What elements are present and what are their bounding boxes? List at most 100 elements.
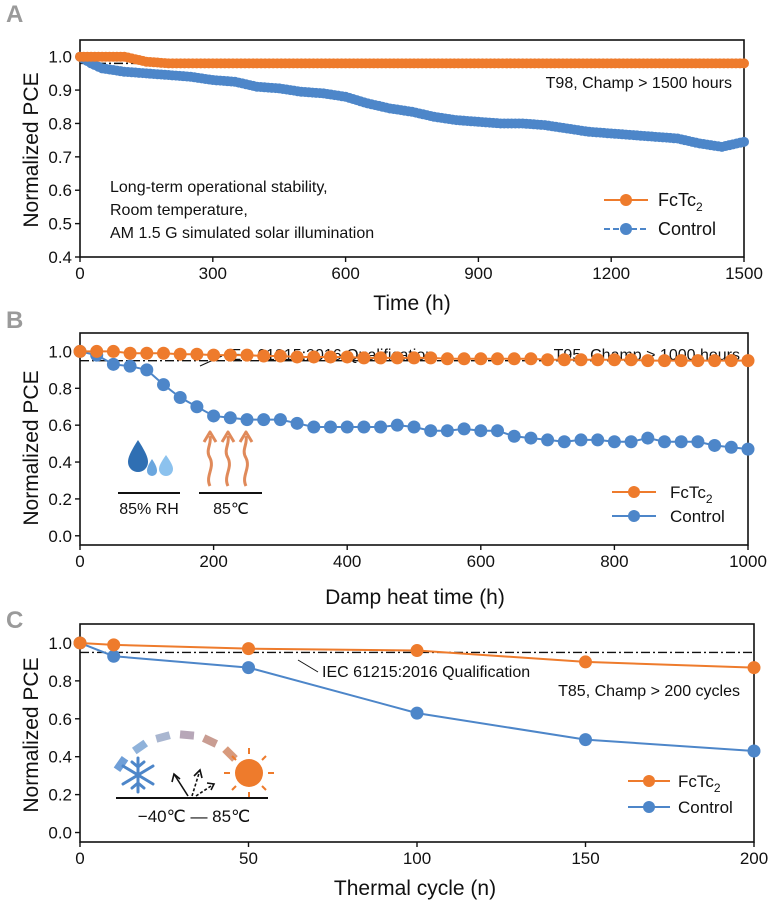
legend-label-control-a: Control (658, 219, 716, 239)
x-axis-label-b: Damp heat time (h) (325, 586, 505, 609)
series-marker-control-c (579, 733, 592, 747)
series-marker-control-b (257, 413, 271, 427)
series-marker-fctc2-c (747, 661, 761, 675)
series-marker-control-b (190, 400, 204, 414)
series-marker-control-b (324, 420, 337, 434)
series-marker-fctc2-b (557, 353, 571, 367)
series-marker-control-b (407, 420, 421, 434)
series-marker-control-b (123, 359, 137, 373)
x-tick-label-b: 1000 (729, 552, 767, 571)
series-marker-fctc2-b (524, 352, 538, 366)
series-marker-control-b (240, 413, 254, 427)
thermal-arc-icon (113, 730, 238, 773)
water-drops-icon (128, 440, 173, 476)
y-tick-label-c: 0.4 (48, 748, 72, 767)
y-tick-label-a: 0.4 (48, 248, 72, 267)
x-tick-label-c: 50 (239, 849, 258, 868)
legend-label-fctc2-a: FcTc2 (658, 190, 703, 214)
y-tick-label-a: 0.6 (48, 181, 72, 200)
y-tick-label-c: 0.8 (48, 672, 72, 691)
series-marker-fctc2-c (579, 655, 592, 669)
annotation-85c: 85℃ (213, 501, 249, 518)
series-marker-control-b (374, 420, 388, 434)
x-tick-label-a: 900 (464, 264, 492, 283)
y-tick-label-b: 0.0 (48, 527, 72, 546)
series-marker-fctc2-b (106, 344, 120, 358)
series-marker-fctc2-b (173, 347, 187, 361)
series-marker-fctc2-b (507, 352, 521, 366)
plot-frame-b (79, 332, 749, 546)
series-marker-fctc2-b (140, 346, 154, 360)
y-tick-label-c: 0.6 (48, 710, 72, 729)
annotation-stability-line3: AM 1.5 G simulated solar illumination (110, 225, 374, 242)
series-marker-fctc2-b (340, 350, 354, 364)
series-marker-control-c (107, 649, 121, 663)
sun-icon (224, 748, 274, 798)
panel-letter-c: C (6, 607, 23, 634)
y-axis-label-c: Normalized PCE (20, 657, 43, 812)
arrows-icon (171, 768, 216, 797)
series-marker-control-b (457, 422, 471, 436)
y-tick-label-a: 0.5 (48, 215, 72, 234)
series-marker-control-b (290, 416, 304, 430)
series-marker-fctc2-b (157, 346, 170, 360)
y-axis-label-b: Normalized PCE (20, 370, 43, 525)
series-marker-control-b (691, 435, 705, 449)
legend-marker-control-b (628, 510, 640, 522)
x-tick-label-c: 100 (403, 849, 431, 868)
series-marker-control-b (307, 420, 321, 434)
y-tick-label-b: 0.4 (48, 453, 72, 472)
series-marker-fctc2-b (207, 348, 221, 362)
series-marker-fctc2-b (257, 349, 271, 363)
panel-letter-b: B (6, 307, 23, 334)
series-marker-control-b (106, 357, 120, 371)
x-tick-label-a: 0 (75, 264, 84, 283)
series-marker-fctc2-b (541, 353, 555, 367)
series-marker-fctc2-b (190, 347, 204, 361)
series-marker-fctc2-b (424, 351, 438, 365)
series-marker-control-b (340, 420, 354, 434)
series-marker-control-b (641, 431, 655, 445)
series-marker-fctc2-b (641, 354, 655, 368)
series-marker-control-b (390, 418, 404, 432)
series-marker-fctc2-c (242, 642, 255, 656)
series-marker-fctc2-b (674, 354, 688, 368)
series-marker-fctc2-b (407, 351, 421, 365)
panel-a: A Normalized PCE Time (h) T98, Champ > 1… (6, 1, 763, 315)
annotation-stability-line2: Room temperature, (110, 202, 248, 219)
series-marker-fctc2-b (223, 348, 237, 362)
x-axis-label-a: Time (h) (373, 292, 450, 315)
legend-label-fctc2-c: FcTc2 (678, 772, 721, 795)
series-marker-fctc2-b (658, 354, 671, 368)
legend-marker-control-a (620, 223, 632, 235)
legend-marker-fctc2-a (620, 194, 632, 206)
series-marker-control-b (474, 424, 488, 438)
series-marker-fctc2-b (307, 350, 321, 364)
series-marker-fctc2-b (123, 346, 137, 360)
legend-label-fctc2-b: FcTc2 (670, 483, 713, 506)
series-marker-fctc2-b (374, 351, 388, 365)
series-marker-control-b (658, 435, 671, 449)
annotation-t98: T98, Champ > 1500 hours (546, 75, 732, 92)
series-marker-fctc2-b (691, 354, 705, 368)
snowflake-icon (121, 756, 155, 794)
series-marker-fctc2-a (739, 58, 749, 69)
series-marker-control-b (607, 435, 621, 449)
x-tick-label-c: 200 (740, 849, 768, 868)
x-axis-label-c: Thermal cycle (n) (334, 877, 496, 900)
series-marker-fctc2-b (290, 350, 304, 364)
series-marker-control-b (173, 391, 187, 405)
series-marker-fctc2-c (410, 644, 424, 658)
series-marker-control-b (507, 429, 521, 443)
series-marker-control-b (557, 435, 571, 449)
legend-marker-fctc2-c (643, 775, 655, 787)
x-tick-label-c: 150 (571, 849, 599, 868)
series-marker-control-b (207, 409, 221, 423)
series-marker-fctc2-c (107, 638, 121, 652)
series-marker-fctc2-b (591, 353, 605, 367)
series-marker-control-b (591, 433, 605, 447)
annotation-iec-c: IEC 61215:2016 Qualification (322, 664, 530, 681)
panel-b: B Normalized PCE Damp heat time (h) IEC … (6, 307, 767, 609)
series-marker-fctc2-b (457, 352, 471, 366)
